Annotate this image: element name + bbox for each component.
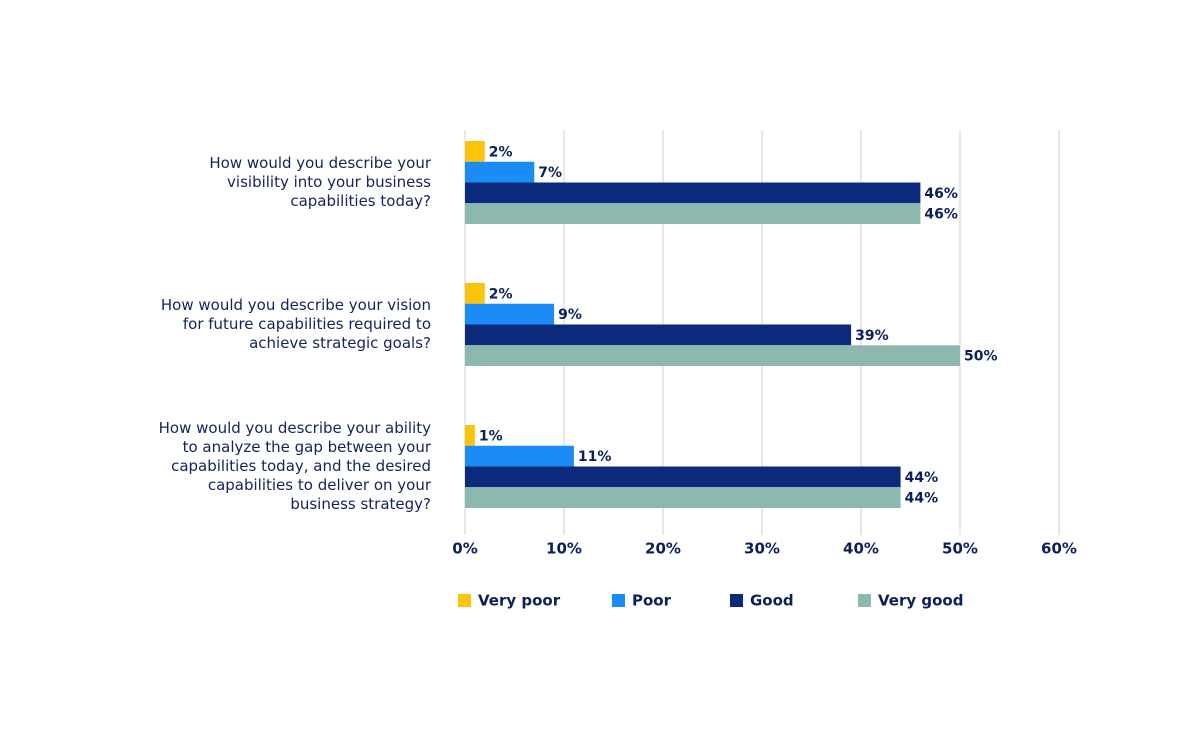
bar [465,345,960,366]
value-label: 46% [924,207,958,223]
category-label: How would you describe your vision [161,296,431,314]
value-label: 11% [578,449,612,465]
category-label: How would you describe your [209,154,431,172]
bar [465,425,475,446]
value-label: 2% [489,144,513,160]
category-label: visibility into your business [227,173,431,191]
legend-label: Good [750,592,794,610]
x-tick-label: 50% [942,540,978,558]
x-tick-label: 20% [645,540,681,558]
x-tick-label: 30% [744,540,780,558]
category-label: capabilities today? [290,192,431,210]
legend-label: Poor [632,592,672,610]
category-label: capabilities to deliver on your [208,476,432,494]
bar [465,445,574,467]
x-tick-label: 10% [546,540,582,558]
legend-swatch [612,594,625,607]
value-label: 46% [924,186,958,202]
value-label: 39% [855,328,889,344]
value-label: 1% [479,428,503,444]
legend-swatch [858,594,871,607]
bar [465,487,901,508]
value-label: 44% [905,491,939,507]
legend-label: Very good [878,592,963,610]
category-label: How would you describe your ability [159,419,431,437]
bar [465,283,485,304]
bar [465,324,852,346]
bar [465,161,535,183]
value-label: 9% [558,307,582,323]
category-label: business strategy? [290,495,431,513]
value-label: 50% [964,349,998,365]
bar [465,303,555,325]
category-label: to analyze the gap between your [183,438,432,456]
legend-label: Very poor [478,592,561,610]
category-label: capabilities today, and the desired [171,457,431,475]
x-tick-label: 60% [1041,540,1077,558]
value-label: 7% [538,165,562,181]
x-tick-label: 40% [843,540,879,558]
bar [465,182,921,204]
value-label: 2% [489,286,513,302]
category-label: achieve strategic goals? [249,334,431,352]
x-tick-label: 0% [452,540,477,558]
bar [465,141,485,162]
legend-swatch [458,594,471,607]
value-label: 44% [905,470,939,486]
bar [465,466,901,488]
category-label: for future capabilities required to [183,315,431,333]
legend-swatch [730,594,743,607]
bar [465,203,921,224]
